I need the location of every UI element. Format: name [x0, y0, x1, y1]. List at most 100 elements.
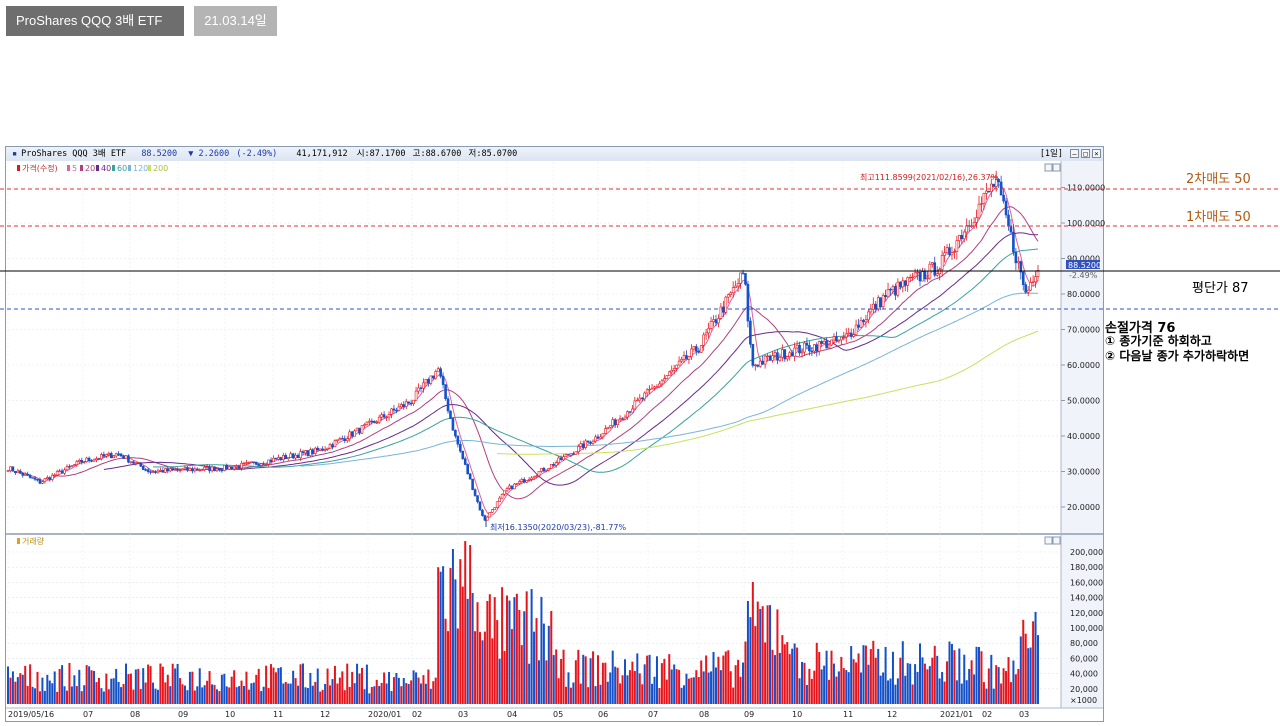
volume-bar	[419, 683, 422, 704]
volume-bar	[493, 597, 496, 704]
volume-bar	[891, 651, 894, 704]
candle-body	[994, 179, 998, 187]
candle-body	[977, 203, 981, 219]
volume-bar	[643, 664, 646, 704]
candle-body	[289, 453, 292, 458]
header-period[interactable]: [1일]	[1039, 149, 1063, 159]
candle-body	[129, 461, 133, 463]
volume-bar	[29, 664, 32, 704]
volume-bar	[171, 663, 174, 704]
volume-tick-label: 140,000	[1070, 594, 1103, 603]
price-tick-label: 70.0000	[1067, 326, 1100, 335]
candle-body	[876, 297, 880, 310]
volume-bar	[198, 668, 201, 704]
volume-panel-close-icon[interactable]	[1052, 536, 1061, 545]
volume-tick-label: 60,000	[1070, 654, 1098, 663]
volume-bar	[252, 682, 255, 704]
legend-ma120: 120	[133, 164, 148, 173]
volume-bar	[938, 678, 941, 704]
volume-bar	[815, 642, 818, 704]
close-icon[interactable]: ×	[1092, 149, 1101, 158]
volume-bar	[722, 655, 725, 704]
candle-body	[341, 438, 344, 440]
candle-body	[660, 380, 664, 385]
candle-body	[372, 420, 376, 423]
candle-body	[515, 483, 519, 485]
candle-body	[26, 473, 29, 476]
volume-bar	[830, 650, 833, 704]
restore-icon[interactable]: □	[1081, 149, 1090, 158]
volume-bar	[102, 691, 105, 704]
candle-body	[945, 247, 949, 254]
candle-body	[648, 388, 651, 391]
volume-bar	[24, 665, 27, 704]
candle-body	[439, 368, 442, 377]
price-panel-close-icon[interactable]	[1052, 163, 1061, 172]
candle-body	[808, 345, 811, 352]
volume-bar	[208, 671, 211, 704]
current-price-tag	[1066, 260, 1100, 269]
volume-bar	[215, 689, 218, 704]
volume-bar	[599, 684, 602, 704]
volume-bar	[486, 600, 489, 704]
candle-body	[400, 404, 403, 408]
candle-body	[31, 477, 34, 479]
candle-body	[997, 179, 1000, 183]
candle-body	[640, 397, 644, 400]
volume-bar	[756, 601, 759, 704]
volume-bar	[272, 667, 275, 704]
candle-body	[1034, 276, 1037, 283]
minimize-icon[interactable]: –	[1070, 149, 1079, 158]
volume-bar	[134, 669, 137, 704]
volume-bar	[412, 670, 415, 704]
candle-body	[699, 345, 703, 353]
volume-bar	[530, 589, 533, 704]
volume-bar	[798, 678, 801, 704]
candle-body	[985, 190, 988, 194]
candle-body	[323, 449, 327, 451]
candle-body	[741, 272, 745, 274]
candle-body	[618, 418, 622, 421]
volume-bar	[978, 646, 981, 704]
volume-bar	[616, 667, 619, 704]
volume-bar	[604, 662, 607, 704]
candle-body	[918, 271, 922, 282]
volume-bar	[506, 595, 509, 704]
volume-bar	[786, 642, 789, 704]
candle-body	[6, 470, 10, 472]
candle-body	[677, 360, 681, 366]
candle-body	[321, 448, 324, 451]
volume-bar	[801, 661, 804, 704]
candle-body	[82, 461, 86, 463]
candle-body	[913, 272, 917, 278]
candle-body	[1019, 261, 1023, 273]
price-panel-min-icon[interactable]	[1044, 163, 1053, 172]
volume-bar	[34, 688, 37, 704]
volume-panel-min-icon[interactable]	[1044, 536, 1053, 545]
candle-body	[11, 466, 15, 472]
volume-bar	[911, 684, 914, 704]
volume-bar	[36, 671, 39, 704]
date-tick-label: 03	[458, 710, 468, 719]
volume-bar	[360, 667, 363, 704]
candle-body	[178, 469, 182, 472]
volume-bar	[444, 618, 447, 704]
volume-bar	[456, 628, 459, 704]
candle-body	[962, 231, 966, 240]
candle-body	[911, 276, 914, 278]
candle-body	[611, 419, 615, 426]
candlesticks	[6, 170, 1040, 522]
stop-loss-rule-1: ① 종가기준 하회하고	[1105, 334, 1212, 348]
candle-body	[200, 469, 204, 471]
candle-body	[628, 411, 632, 413]
candle-body	[9, 466, 12, 472]
candle-body	[518, 481, 521, 484]
volume-bar	[606, 681, 609, 704]
candle-body	[1004, 200, 1008, 216]
candle-body	[254, 461, 258, 465]
tab-title[interactable]: ProShares QQQ 3배 ETF	[6, 6, 184, 36]
volume-bar	[560, 658, 563, 704]
volume-bar	[274, 672, 277, 704]
volume-bar	[864, 645, 867, 704]
tab-date[interactable]: 21.03.14일	[194, 6, 277, 36]
